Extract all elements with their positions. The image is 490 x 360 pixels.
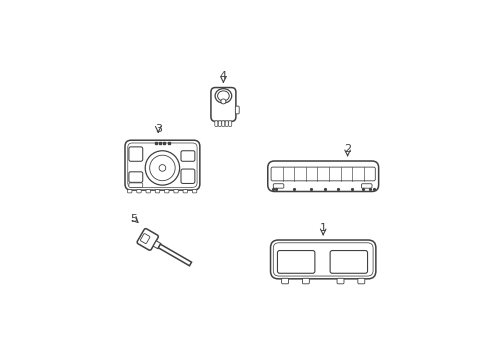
FancyBboxPatch shape	[137, 229, 158, 250]
FancyBboxPatch shape	[155, 190, 160, 193]
Circle shape	[145, 151, 180, 185]
FancyBboxPatch shape	[225, 121, 228, 126]
Text: 3: 3	[155, 123, 162, 134]
Circle shape	[149, 155, 175, 181]
FancyBboxPatch shape	[273, 184, 284, 188]
FancyBboxPatch shape	[181, 169, 195, 184]
FancyBboxPatch shape	[193, 190, 197, 193]
Text: 4: 4	[220, 72, 227, 81]
FancyBboxPatch shape	[362, 184, 372, 188]
FancyBboxPatch shape	[302, 278, 309, 284]
FancyBboxPatch shape	[125, 140, 200, 190]
Bar	[153, 241, 161, 249]
Text: 2: 2	[344, 144, 351, 154]
Text: 5: 5	[130, 214, 137, 224]
FancyBboxPatch shape	[358, 278, 365, 284]
FancyBboxPatch shape	[174, 190, 178, 193]
FancyBboxPatch shape	[282, 278, 289, 284]
FancyBboxPatch shape	[235, 106, 239, 114]
FancyBboxPatch shape	[330, 251, 368, 273]
Text: 1: 1	[319, 223, 327, 233]
FancyBboxPatch shape	[277, 251, 315, 273]
FancyBboxPatch shape	[183, 190, 188, 193]
Ellipse shape	[218, 91, 229, 101]
Circle shape	[159, 165, 166, 171]
FancyBboxPatch shape	[337, 278, 344, 284]
FancyBboxPatch shape	[218, 121, 221, 126]
FancyBboxPatch shape	[129, 183, 143, 187]
Bar	[158, 244, 192, 266]
FancyBboxPatch shape	[141, 234, 150, 244]
FancyBboxPatch shape	[137, 190, 141, 193]
Circle shape	[221, 99, 226, 104]
FancyBboxPatch shape	[146, 190, 150, 193]
FancyBboxPatch shape	[268, 161, 379, 192]
FancyBboxPatch shape	[165, 190, 169, 193]
Ellipse shape	[215, 89, 232, 103]
FancyBboxPatch shape	[222, 121, 225, 126]
FancyBboxPatch shape	[127, 190, 132, 193]
FancyBboxPatch shape	[211, 87, 236, 121]
FancyBboxPatch shape	[181, 151, 195, 161]
FancyBboxPatch shape	[129, 172, 143, 183]
FancyBboxPatch shape	[270, 240, 376, 279]
FancyBboxPatch shape	[229, 121, 232, 126]
FancyBboxPatch shape	[215, 121, 218, 126]
FancyBboxPatch shape	[129, 147, 143, 161]
